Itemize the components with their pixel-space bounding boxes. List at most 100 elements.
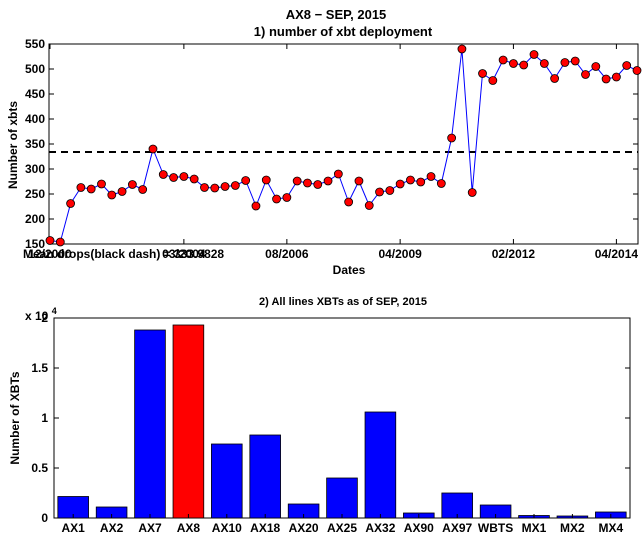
line-chart-ylabel: Number of xbts: [6, 101, 20, 189]
data-point: [581, 70, 590, 79]
x-tick-label: AX90: [404, 521, 434, 535]
data-point: [395, 179, 405, 189]
data-point: [529, 50, 539, 59]
x-tick-label: 03/2004: [162, 247, 206, 261]
y-tick-label: 150: [25, 237, 45, 251]
y-tick-label: 1: [41, 411, 48, 425]
data-point: [179, 172, 189, 181]
mean-annotation: Mean drops(black dash) = 333.9828: [23, 247, 224, 261]
x-tick-label: 04/2009: [378, 247, 422, 261]
data-point: [127, 180, 137, 189]
bar-ax18: [249, 434, 281, 519]
y-multiplier-base: x 10: [25, 309, 49, 323]
figure-title: AX8 − SEP, 2015: [286, 7, 387, 22]
x-tick-label: AX32: [365, 521, 395, 535]
y-tick-label: 2: [41, 311, 48, 325]
data-point: [436, 179, 446, 188]
y-multiplier-exponent: 4: [52, 306, 57, 316]
y-tick-label: 550: [25, 37, 45, 51]
data-point: [66, 199, 75, 208]
data-point: [138, 185, 148, 194]
x-tick-label: 04/2014: [595, 247, 639, 261]
x-tick-label: MX1: [522, 521, 547, 535]
data-point: [189, 174, 199, 184]
line-chart-frame: [48, 43, 639, 245]
data-point: [313, 180, 323, 189]
x-tick-label: AX10: [212, 521, 242, 535]
bar-ax10: [211, 443, 243, 519]
x-tick-label: 12/2000: [28, 247, 72, 261]
bar-ax7: [134, 329, 166, 519]
data-point: [375, 187, 384, 197]
data-point: [467, 188, 477, 197]
y-tick-label: 400: [25, 112, 45, 126]
data-point: [107, 190, 117, 200]
series-line: [49, 48, 638, 243]
x-tick-label: AX2: [100, 521, 124, 535]
data-point: [570, 56, 580, 66]
data-point: [272, 194, 281, 204]
y-tick-label: 0: [41, 511, 48, 525]
data-point: [45, 236, 55, 245]
bar-ax32: [364, 411, 397, 519]
data-point: [601, 74, 611, 84]
y-tick-label: 450: [25, 87, 45, 101]
x-tick-label: 02/2012: [492, 247, 536, 261]
x-tick-label: 08/2006: [265, 247, 309, 261]
data-point: [76, 183, 86, 192]
data-point: [498, 55, 508, 65]
data-point: [612, 72, 621, 82]
data-point: [364, 201, 374, 210]
x-tick-label: AX7: [138, 521, 162, 535]
data-point: [282, 193, 292, 202]
data-point: [509, 59, 518, 68]
data-point: [148, 144, 158, 154]
data-point: [55, 237, 65, 247]
data-point: [323, 176, 333, 186]
data-point: [333, 169, 343, 179]
data-point: [488, 76, 498, 85]
data-point: [416, 177, 426, 187]
x-tick-label: WBTS: [478, 521, 513, 535]
data-point: [406, 175, 415, 185]
data-point: [220, 182, 230, 191]
data-point: [97, 179, 106, 189]
data-point: [519, 60, 529, 70]
data-point: [560, 58, 570, 67]
y-tick-label: 0.5: [31, 461, 48, 475]
data-point: [632, 66, 642, 75]
data-point: [385, 186, 395, 195]
data-point: [622, 61, 632, 70]
data-point: [447, 133, 457, 143]
line-chart-xlabel: Dates: [333, 263, 366, 277]
data-point: [86, 184, 96, 194]
bar-chart-title: 2) All lines XBTs as of SEP, 2015: [259, 296, 427, 308]
y-tick-label: 200: [25, 212, 45, 226]
data-point: [344, 197, 354, 207]
x-tick-label: AX20: [289, 521, 319, 535]
data-point: [200, 183, 209, 192]
data-point: [230, 181, 240, 190]
bar-chart-ylabel: Number of XBTs: [8, 371, 22, 464]
data-point: [261, 175, 271, 185]
data-point: [550, 74, 560, 83]
line-chart-title: 1) number of xbt deployment: [254, 24, 433, 39]
x-tick-label: AX8: [177, 521, 201, 535]
data-point: [539, 59, 549, 68]
data-point: [457, 44, 467, 54]
data-point: [591, 62, 601, 71]
data-point: [478, 69, 487, 78]
data-point: [251, 201, 261, 211]
x-tick-label: MX4: [598, 521, 623, 535]
x-tick-label: AX1: [62, 521, 86, 535]
data-point: [303, 178, 312, 188]
data-point: [426, 172, 436, 181]
x-tick-label: AX18: [250, 521, 280, 535]
data-point: [117, 187, 127, 196]
y-multiplier: x 10 4: [25, 306, 57, 323]
data-point: [354, 176, 364, 186]
y-tick-label: 350: [25, 137, 45, 151]
y-tick-label: 1.5: [31, 361, 48, 375]
data-point: [241, 176, 251, 185]
